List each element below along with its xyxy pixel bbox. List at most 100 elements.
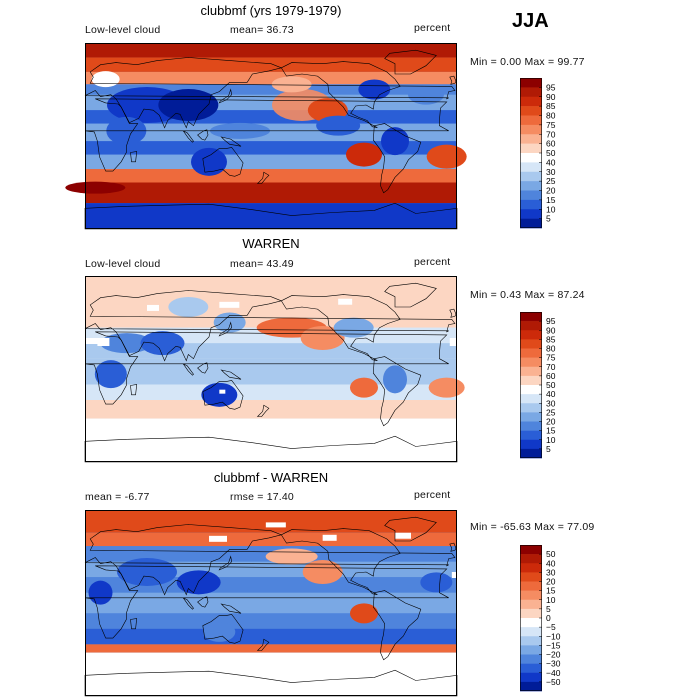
field-band (85, 57, 457, 72)
coastline-borneo (197, 596, 209, 608)
panel2-minmax-label: Min = 0.43 Max = 87.24 (470, 289, 585, 301)
field-band (85, 43, 457, 58)
colorbar-label: 30 (546, 567, 556, 577)
cloud-field (85, 276, 466, 462)
field-patch (168, 297, 209, 317)
colorbar-swatch (520, 599, 542, 610)
colorbar-swatch (520, 581, 542, 591)
field-patch (428, 377, 465, 398)
field-band (85, 203, 457, 229)
colorbar-swatch (520, 199, 542, 210)
colorbar-swatch (520, 681, 542, 692)
colorbar-swatch (520, 439, 542, 450)
colorbar-label: 20 (546, 417, 556, 427)
colorbar-label: 75 (546, 120, 556, 130)
coastline-south-america (372, 356, 422, 427)
colorbar-label: 10 (546, 435, 556, 445)
colorbar-swatch (520, 190, 542, 201)
colorbar-swatch (520, 554, 542, 564)
field-patch (176, 570, 221, 595)
coastline-borneo (197, 362, 209, 374)
coastline-north-america (280, 528, 401, 595)
colorbar-swatch (520, 330, 542, 340)
colorbar-label: 90 (546, 92, 556, 102)
colorbar-swatch (520, 96, 542, 107)
missing-data (449, 338, 466, 346)
coastline-new-zealand (256, 638, 270, 651)
field-patch (316, 115, 361, 136)
coastline-uk (449, 542, 457, 552)
colorbar-label: 15 (546, 195, 556, 205)
colorbar-swatch (520, 385, 542, 395)
coastline-new-zealand (256, 171, 270, 184)
colorbar-label: −10 (546, 631, 561, 641)
coastline-eurasia (84, 57, 456, 129)
panel2-title: WARREN (242, 236, 300, 251)
colorbar-label: 25 (546, 176, 556, 186)
coastline-japan (218, 555, 233, 571)
colorbar-label: 85 (546, 101, 556, 111)
colorbar-label: −40 (546, 668, 561, 678)
field-patch (117, 558, 177, 586)
colorbar-swatch (520, 545, 542, 555)
field-patch (426, 144, 467, 169)
cloud-field (65, 43, 467, 229)
colorbar-label: 85 (546, 334, 556, 344)
coastline-africa (84, 565, 449, 639)
colorbar-swatch (520, 78, 542, 88)
coastline-borneo (197, 129, 209, 141)
colorbar-swatch (520, 421, 542, 431)
colorbar-label: 70 (546, 129, 556, 139)
colorbar-swatch (520, 403, 542, 413)
missing-data (219, 389, 226, 394)
panel3-map (84, 510, 462, 697)
field-patch (203, 621, 236, 642)
panel1-mean-label: mean= 36.73 (230, 24, 294, 36)
field-band (85, 510, 457, 533)
colorbar-swatch (520, 143, 542, 154)
coastline-greenland (384, 49, 437, 75)
colorbar-label: 80 (546, 344, 556, 354)
colorbar-label: 75 (546, 353, 556, 363)
field-patch (140, 331, 185, 356)
field-patch (271, 76, 312, 93)
colorbar-swatch (520, 448, 542, 459)
colorbar-swatch (520, 627, 542, 637)
panel2-map (84, 276, 466, 463)
coastline-uk (449, 308, 457, 318)
coastline-north-america (280, 294, 401, 361)
coastline-new-guinea (220, 603, 242, 614)
field-band (85, 169, 457, 183)
colorbar-swatch (520, 312, 542, 322)
colorbar-label: 20 (546, 186, 556, 196)
colorbar-label: 95 (546, 82, 556, 92)
colorbar-swatch (520, 563, 542, 573)
colorbar-swatch (520, 321, 542, 331)
colorbar-swatch (520, 663, 542, 674)
field-patch (88, 580, 113, 605)
colorbar-label: 90 (546, 325, 556, 335)
colorbar-swatch (520, 339, 542, 349)
panel1-variable-label: Low-level cloud (85, 24, 161, 36)
colorbar-swatch (520, 153, 542, 163)
colorbar-label: 70 (546, 362, 556, 372)
colorbar-label: 50 (546, 549, 556, 559)
colorbar-swatch (520, 181, 542, 191)
coastline-madagascar (130, 151, 138, 163)
coastline-greenland (384, 282, 437, 308)
colorbar-swatch (520, 115, 542, 126)
panel3-rmse-label: rmse = 17.40 (230, 491, 294, 503)
coastline-new-zealand (256, 404, 270, 417)
panel2-variable-label: Low-level cloud (85, 258, 161, 270)
field-patch (300, 326, 345, 350)
colorbar-swatch (520, 590, 542, 601)
colorbar-label: 30 (546, 398, 556, 408)
coastline-japan (218, 321, 233, 337)
coastline-africa (84, 331, 449, 405)
coastline-sumatra (182, 597, 194, 610)
colorbar-swatch (520, 366, 542, 377)
colorbar-swatch (520, 162, 542, 173)
